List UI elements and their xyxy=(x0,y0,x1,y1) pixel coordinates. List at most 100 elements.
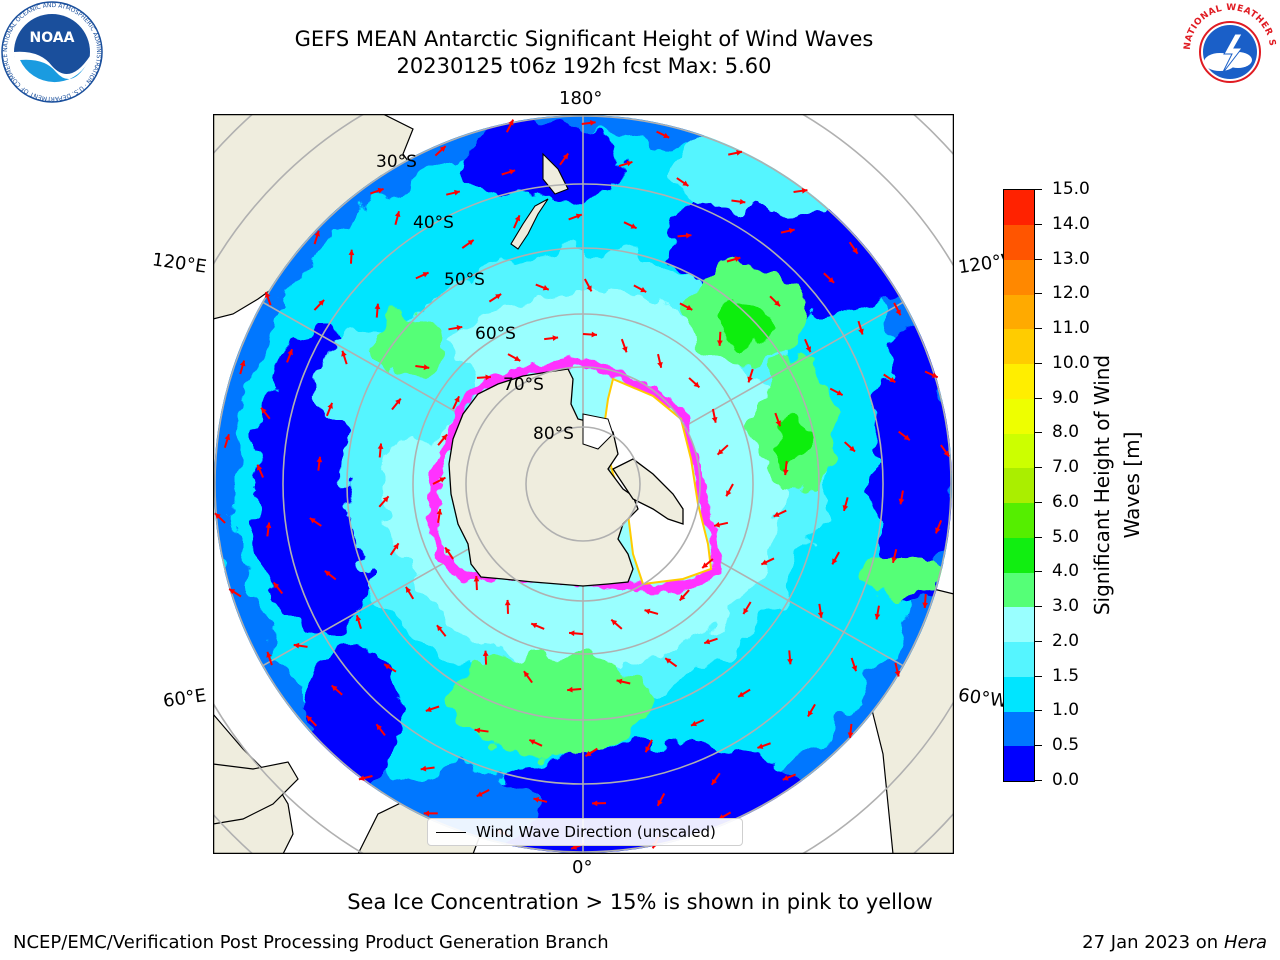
wave-arrow-head xyxy=(702,562,709,569)
map-legend: Wind Wave Direction (unscaled) xyxy=(427,818,743,846)
lon-label-left-lower: 60°E xyxy=(161,685,208,712)
lon-label-right-lower: 60°W xyxy=(956,684,1009,713)
wave-arrow-head xyxy=(693,381,700,388)
wave-arrow-head xyxy=(445,547,451,554)
colorbar-tick-label: 1.0 xyxy=(1052,700,1080,721)
wave-arrow-head xyxy=(575,213,582,220)
wave-arrow-head xyxy=(425,706,432,713)
colorbar-segment xyxy=(1004,676,1034,712)
wave-arrow-head xyxy=(801,187,808,194)
wave-arrow-head xyxy=(309,518,316,524)
wave-arrow-head xyxy=(739,198,746,205)
wave-arrow-head xyxy=(640,287,647,293)
colorbar-segment xyxy=(1004,641,1034,677)
lat-label-50s: 50°S xyxy=(444,270,485,290)
colorbar-tick xyxy=(1034,640,1042,642)
wave-arrow-head xyxy=(467,239,474,246)
lat-label-70s: 70°S xyxy=(503,375,544,395)
colorbar-tick-label: 6.0 xyxy=(1052,491,1080,512)
polar-map xyxy=(213,114,954,854)
wave-arrow-head xyxy=(847,732,854,738)
wave-arrow-head xyxy=(331,685,338,692)
colorbar-segment xyxy=(1004,190,1034,225)
wave-arrow-head xyxy=(306,715,313,722)
wave-arrow-head xyxy=(224,434,231,441)
colorbar-tick xyxy=(1034,432,1042,434)
wave-arrow-head xyxy=(509,169,516,175)
wave-arrow-head xyxy=(473,576,480,582)
wave-arrow-head xyxy=(456,324,463,331)
colorbar-tick xyxy=(1034,467,1042,469)
colorbar-segment xyxy=(1004,398,1034,434)
wave-arrow-head xyxy=(485,374,491,381)
colorbar-segment xyxy=(1004,433,1034,469)
colorbar-segment xyxy=(1004,572,1034,608)
wave-arrow-head xyxy=(287,349,293,356)
wave-arrow-head xyxy=(229,589,236,595)
wave-arrow-head xyxy=(377,443,384,449)
wave-arrow-head xyxy=(682,180,689,186)
colorbar xyxy=(1003,189,1035,782)
wave-arrow-head xyxy=(422,272,429,278)
wave-arrow-head xyxy=(382,496,389,503)
wave-arrow-head xyxy=(726,490,732,497)
lat-label-60s: 60°S xyxy=(475,324,516,344)
colorbar-tick-label: 0.5 xyxy=(1052,735,1080,756)
wave-arrow-head xyxy=(828,277,835,283)
wave-arrow-head xyxy=(514,215,521,222)
wave-arrow-head xyxy=(474,727,481,734)
wave-arrow-head xyxy=(626,160,633,167)
wave-arrow-head xyxy=(788,227,795,234)
wave-arrow-head xyxy=(734,256,741,262)
wave-arrow-head xyxy=(657,361,663,368)
wave-arrow-head xyxy=(508,119,514,126)
wave-arrow-head xyxy=(657,799,663,806)
svg-text:NOAA: NOAA xyxy=(30,30,75,46)
wave-arrow-head xyxy=(266,651,272,658)
wave-arrow-head xyxy=(782,775,789,781)
wave-arrow-head xyxy=(836,390,843,396)
wave-arrow-head xyxy=(773,511,780,517)
wave-arrow-head xyxy=(423,810,430,817)
wave-arrow-head xyxy=(842,505,849,511)
colorbar-segment xyxy=(1004,468,1034,504)
colorbar-title-line2: Waves [m] xyxy=(1120,431,1144,539)
colorbar-tick-label: 15.0 xyxy=(1052,179,1090,199)
wave-arrow-head xyxy=(591,331,597,338)
wave-arrow-head xyxy=(405,586,412,593)
wave-arrow-head xyxy=(935,527,941,534)
wave-arrow-head xyxy=(630,223,637,229)
wave-arrow-head xyxy=(711,416,718,423)
wave-arrow-head xyxy=(384,664,391,670)
colorbar-tick-label: 2.0 xyxy=(1052,630,1080,651)
wave-arrow-head xyxy=(874,613,881,620)
wave-arrow-head xyxy=(374,303,381,310)
colorbar-tick-label: 12.0 xyxy=(1052,283,1090,304)
wave-arrow-head xyxy=(714,521,720,528)
credit-date-text: 27 Jan 2023 on xyxy=(1082,932,1224,953)
colorbar-tick-label: 9.0 xyxy=(1052,387,1080,408)
colorbar-tick xyxy=(1034,675,1042,677)
wave-arrow-head xyxy=(264,291,271,298)
nws-logo: NATIONAL WEATHER SERVICE xyxy=(1180,0,1278,98)
lat-label-80s: 80°S xyxy=(533,424,574,444)
wave-arrow-head xyxy=(849,445,855,452)
colorbar-title-line1: Significant Height of Wind xyxy=(1090,354,1114,616)
wave-arrow-head xyxy=(393,543,399,550)
wave-arrow-head xyxy=(567,686,573,693)
antarctic-peninsula-land xyxy=(612,458,684,525)
wave-arrow-head xyxy=(616,678,623,685)
credit-date: 27 Jan 2023 on Hera xyxy=(1082,932,1267,953)
wave-arrow-head xyxy=(420,765,427,772)
lon-label-top: 180° xyxy=(559,88,603,109)
wave-arrow-head xyxy=(943,450,950,457)
colorbar-tick-label: 13.0 xyxy=(1052,248,1090,269)
wave-arrow-head xyxy=(679,594,686,601)
wave-arrow-head xyxy=(261,407,267,414)
colorbar-tick xyxy=(1034,745,1042,747)
plot-title-line2: 20230125 t06z 192h fcst Max: 5.60 xyxy=(396,54,772,78)
wave-arrow-head xyxy=(348,249,355,256)
colorbar-segment xyxy=(1004,607,1034,643)
colorbar-title: Significant Height of Wind Waves [m] xyxy=(1087,315,1147,655)
wave-arrow-head xyxy=(441,434,448,441)
